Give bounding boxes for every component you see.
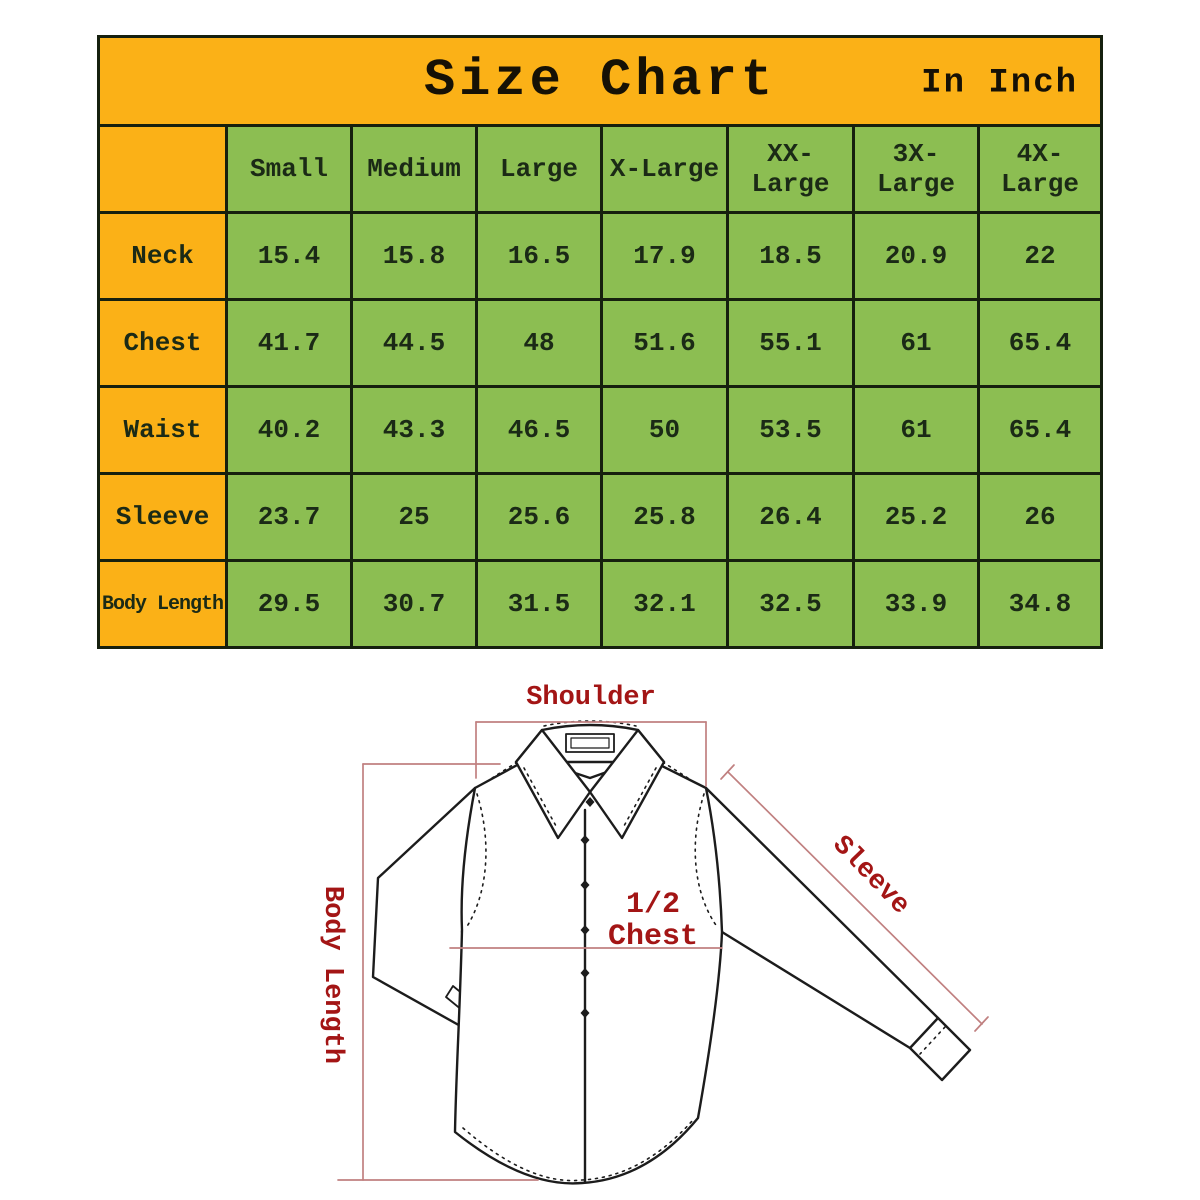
data-cell: 29.5 (225, 559, 353, 649)
table-row-body-length: Body Length 29.5 30.7 31.5 32.1 32.5 33.… (97, 559, 1103, 649)
half-chest-label-line2: Chest (608, 920, 698, 954)
data-cell: 32.1 (600, 559, 729, 649)
table-row-chest: Chest 41.7 44.5 48 51.6 55.1 61 65.4 (97, 298, 1103, 388)
table-header-row: Small Medium Large X-Large XX-Large 3X-L… (97, 124, 1103, 214)
table-title-row: Size Chart In Inch (97, 35, 1103, 127)
table-row-waist: Waist 40.2 43.3 46.5 50 53.5 61 65.4 (97, 385, 1103, 475)
shoulder-measure-line (475, 721, 707, 787)
data-cell: 32.5 (726, 559, 855, 649)
data-cell: 16.5 (475, 211, 603, 301)
sleeve-measure-line (720, 764, 989, 1032)
title-cell: Size Chart In Inch (97, 35, 1103, 127)
shoulder-label: Shoulder (526, 683, 656, 713)
data-cell: 44.5 (350, 298, 478, 388)
data-cell: 18.5 (726, 211, 855, 301)
sleeve-label: Sleeve (826, 830, 915, 921)
table-row-neck: Neck 15.4 15.8 16.5 17.9 18.5 20.9 22 (97, 211, 1103, 301)
row-header-sleeve: Sleeve (97, 472, 228, 562)
data-cell: 61 (852, 298, 980, 388)
data-cell: 17.9 (600, 211, 729, 301)
data-cell: 34.8 (977, 559, 1103, 649)
data-cell: 61 (852, 385, 980, 475)
row-header-body-length: Body Length (97, 559, 228, 649)
data-cell: 26 (977, 472, 1103, 562)
data-cell: 65.4 (977, 385, 1103, 475)
data-cell: 26.4 (726, 472, 855, 562)
col-header-3x-large: 3X-Large (852, 124, 980, 214)
data-cell: 55.1 (726, 298, 855, 388)
data-cell: 30.7 (350, 559, 478, 649)
data-cell: 31.5 (475, 559, 603, 649)
col-header-4x-large: 4X-Large (977, 124, 1103, 214)
row-header-neck: Neck (97, 211, 228, 301)
col-header-xx-large: XX-Large (726, 124, 855, 214)
size-chart-table: Size Chart In Inch Small Medium Large X-… (97, 35, 1103, 649)
data-cell: 41.7 (225, 298, 353, 388)
table-row-sleeve: Sleeve 23.7 25 25.6 25.8 26.4 25.2 26 (97, 472, 1103, 562)
data-cell: 48 (475, 298, 603, 388)
col-header-small: Small (225, 124, 353, 214)
col-header-medium: Medium (350, 124, 478, 214)
corner-cell (97, 124, 228, 214)
shirt-measurement-diagram: Shoulder Body Length Sleeve 1/2 Chest (317, 683, 989, 1185)
body-length-measure-line (337, 763, 539, 1181)
data-cell: 25 (350, 472, 478, 562)
col-header-large: Large (475, 124, 603, 214)
data-cell: 15.8 (350, 211, 478, 301)
data-cell: 25.8 (600, 472, 729, 562)
shirt-buttons (580, 797, 595, 1018)
data-cell: 50 (600, 385, 729, 475)
data-cell: 25.2 (852, 472, 980, 562)
data-cell: 15.4 (225, 211, 353, 301)
data-cell: 33.9 (852, 559, 980, 649)
page-title: Size Chart (423, 51, 777, 110)
data-cell: 53.5 (726, 385, 855, 475)
data-cell: 51.6 (600, 298, 729, 388)
body-length-label: Body Length (317, 886, 347, 1064)
data-cell: 40.2 (225, 385, 353, 475)
data-cell: 46.5 (475, 385, 603, 475)
data-cell: 25.6 (475, 472, 603, 562)
row-header-chest: Chest (97, 298, 228, 388)
data-cell: 23.7 (225, 472, 353, 562)
col-header-x-large: X-Large (600, 124, 729, 214)
data-cell: 65.4 (977, 298, 1103, 388)
data-cell: 22 (977, 211, 1103, 301)
data-cell: 43.3 (350, 385, 478, 475)
row-header-waist: Waist (97, 385, 228, 475)
shirt-illustration (371, 720, 972, 1185)
half-chest-label-line1: 1/2 (626, 888, 680, 922)
data-cell: 20.9 (852, 211, 980, 301)
unit-label: In Inch (921, 64, 1078, 103)
